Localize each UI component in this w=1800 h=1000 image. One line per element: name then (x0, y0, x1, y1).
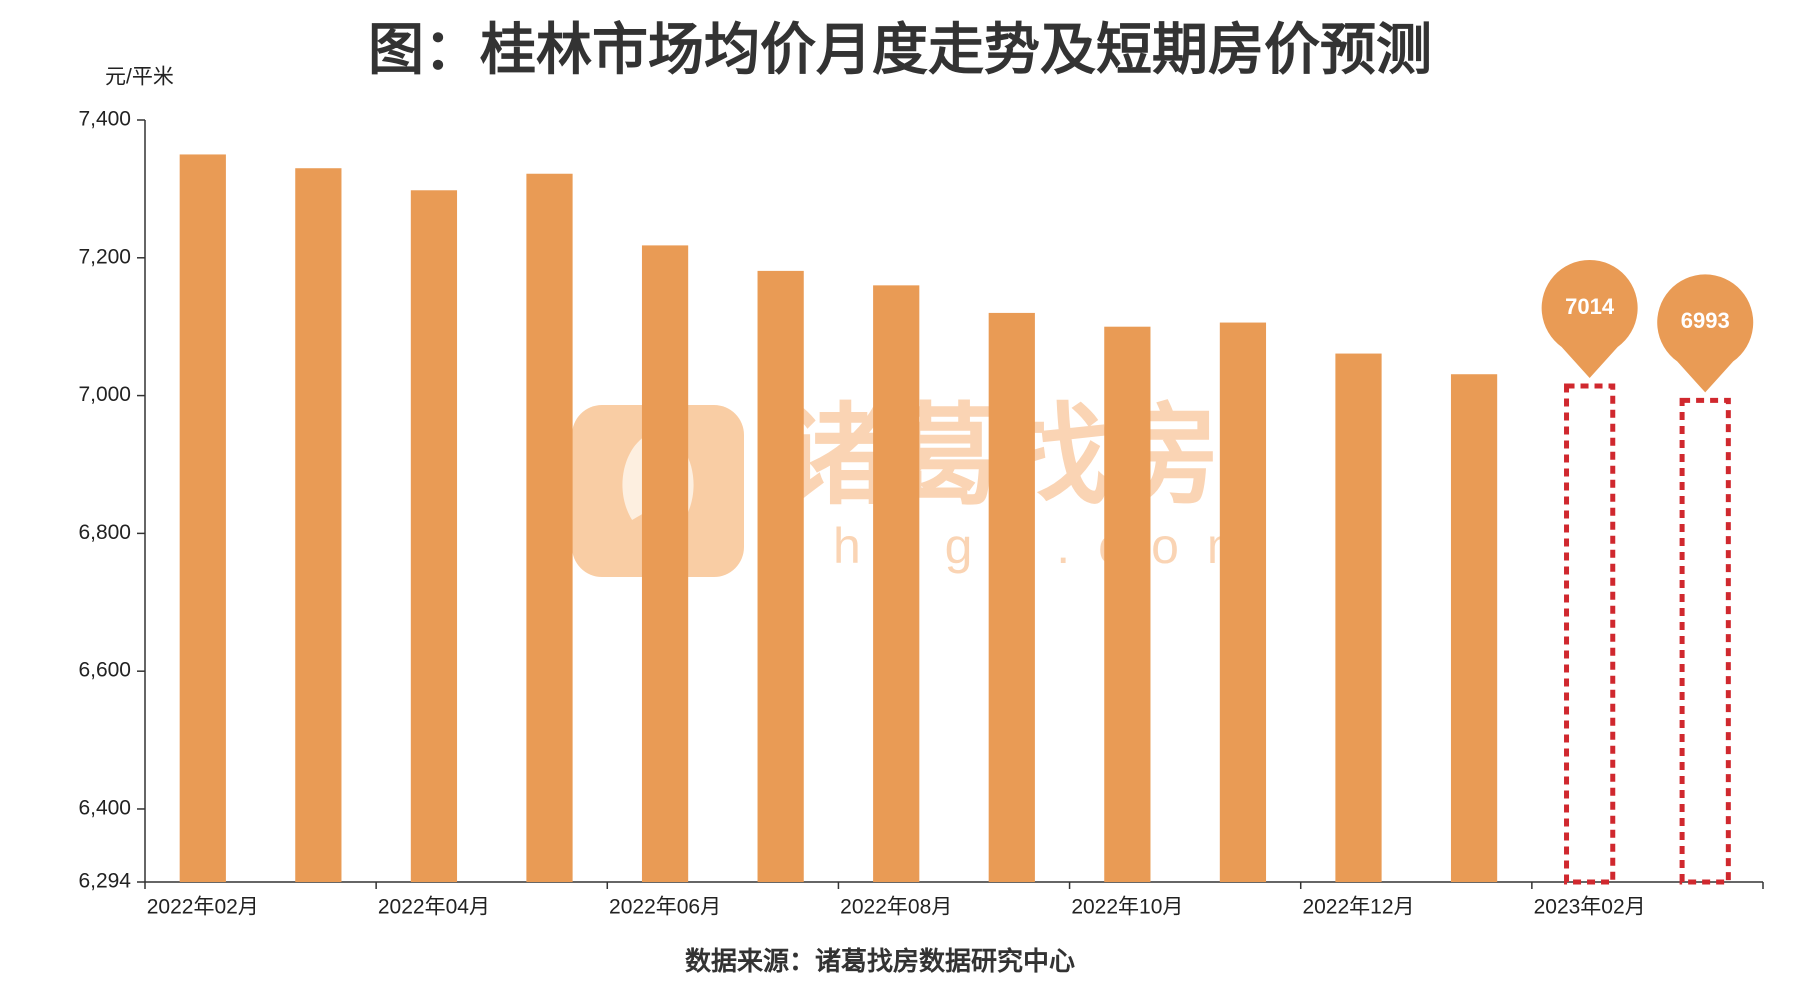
bar (1104, 326, 1151, 882)
bar (410, 190, 458, 882)
value-pin (1657, 274, 1754, 393)
y-tick-label: 6,294 (78, 870, 131, 893)
bar (526, 173, 573, 882)
bar (1219, 322, 1267, 882)
y-tick-label: 6,400 (78, 797, 131, 820)
value-label: 7014 (1565, 294, 1615, 319)
y-tick-label: 7,200 (78, 245, 131, 268)
x-tick-label: 2023年02月 (1534, 896, 1646, 919)
bar (179, 154, 226, 882)
chart-title: 图：桂林市场均价月度走势及短期房价预测 (368, 18, 1432, 81)
y-tick-label: 7,400 (78, 108, 131, 131)
y-axis-label: 元/平米 (105, 66, 174, 89)
source: 数据来源：诸葛找房数据研究中心 (685, 946, 1075, 976)
forecast-bar (1679, 397, 1731, 885)
y-tick-label: 6,600 (78, 659, 131, 682)
bar (1450, 374, 1498, 882)
bar (988, 312, 1035, 883)
y-tick-label: 7,000 (78, 383, 131, 406)
y-tick-label: 6,800 (78, 521, 131, 544)
bar (757, 270, 804, 882)
value-label: 6993 (1681, 308, 1730, 333)
x-tick-label: 2022年02月 (147, 896, 259, 919)
x-tick-label: 2022年06月 (609, 896, 721, 919)
bar (641, 245, 689, 883)
x-tick-label: 2022年08月 (840, 896, 952, 919)
x-tick-label: 2022年10月 (1071, 896, 1183, 919)
bar (295, 168, 342, 882)
forecast-bar (1564, 383, 1616, 885)
x-tick-label: 2022年04月 (378, 896, 490, 919)
bar (873, 285, 920, 882)
x-tick-label: 2022年12月 (1302, 896, 1414, 919)
bar (1335, 353, 1382, 883)
value-pin (1541, 259, 1638, 378)
